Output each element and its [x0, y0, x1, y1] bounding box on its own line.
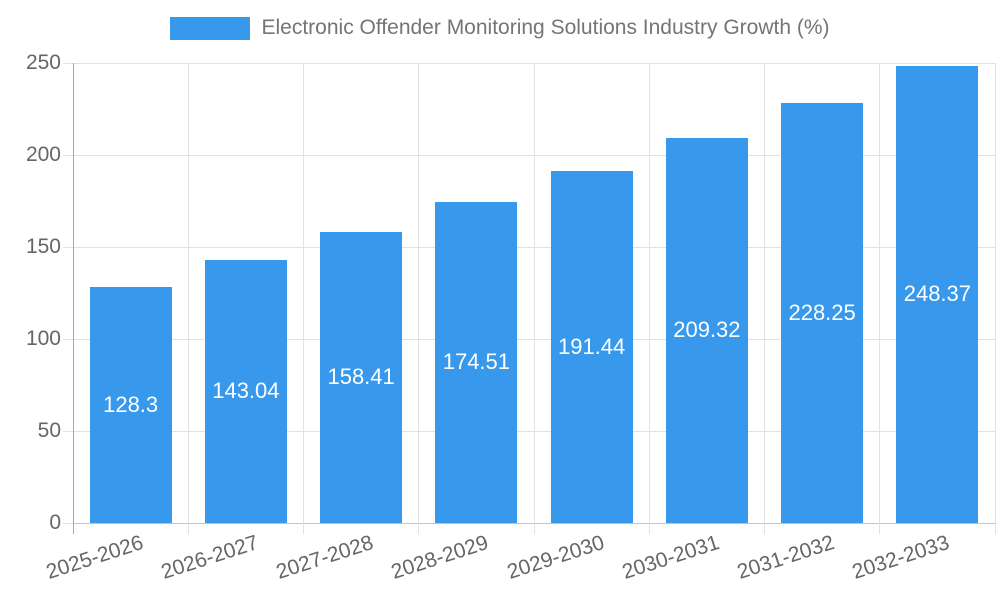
bar[interactable]: 191.44	[550, 170, 633, 523]
bar-value-label: 128.3	[103, 391, 159, 417]
x-tick-mark	[648, 523, 650, 534]
gridline-vertical	[533, 63, 535, 523]
y-tick-mark	[63, 338, 73, 340]
y-tick-mark	[63, 62, 73, 64]
y-axis-tick-label: 100	[25, 327, 61, 350]
y-tick-mark	[63, 430, 73, 432]
x-tick-mark	[533, 523, 535, 534]
legend-swatch[interactable]	[170, 16, 251, 40]
bar[interactable]: 128.3	[89, 286, 172, 523]
y-axis-line	[72, 63, 74, 523]
y-axis-tick-label: 250	[25, 51, 61, 74]
gridline-vertical	[187, 63, 189, 523]
x-tick-mark	[303, 523, 304, 534]
bar-value-label: 174.51	[442, 349, 511, 375]
y-axis-tick-label: 150	[25, 235, 61, 258]
bar[interactable]: 228.25	[781, 103, 864, 523]
bar-value-label: 158.41	[327, 364, 395, 390]
y-axis-tick-label: 200	[25, 143, 61, 166]
y-tick-mark	[63, 522, 73, 524]
x-tick-mark	[187, 523, 189, 534]
bar-value-label: 191.44	[557, 333, 626, 359]
y-tick-mark	[63, 154, 73, 156]
x-tick-mark	[418, 523, 420, 534]
bar[interactable]: 143.04	[204, 259, 287, 523]
x-tick-mark	[879, 523, 881, 534]
gridline-vertical	[879, 63, 881, 523]
bar[interactable]: 174.51	[435, 201, 518, 523]
y-axis-tick-label: 50	[37, 419, 61, 442]
x-tick-mark	[994, 523, 996, 534]
legend-label[interactable]: Electronic Offender Monitoring Solutions…	[261, 16, 830, 39]
gridline-vertical	[303, 63, 304, 523]
bar[interactable]: 248.37	[896, 65, 979, 523]
bar-value-label: 228.25	[788, 300, 856, 325]
bar[interactable]: 158.41	[320, 231, 403, 523]
gridline-vertical	[994, 63, 996, 523]
x-tick-mark	[72, 523, 74, 534]
bar[interactable]: 209.32	[665, 137, 748, 523]
legend[interactable]: Electronic Offender Monitoring Solutions…	[0, 16, 1000, 40]
y-axis-tick-label: 0	[49, 511, 61, 534]
bar-value-label: 248.37	[903, 281, 972, 307]
x-tick-mark	[764, 523, 765, 534]
bar-value-label: 143.04	[212, 378, 280, 404]
gridline-vertical	[764, 63, 765, 523]
y-tick-mark	[63, 246, 73, 248]
gridline-vertical	[418, 63, 420, 523]
gridline-vertical	[648, 63, 650, 523]
bar-value-label: 209.32	[673, 317, 741, 343]
